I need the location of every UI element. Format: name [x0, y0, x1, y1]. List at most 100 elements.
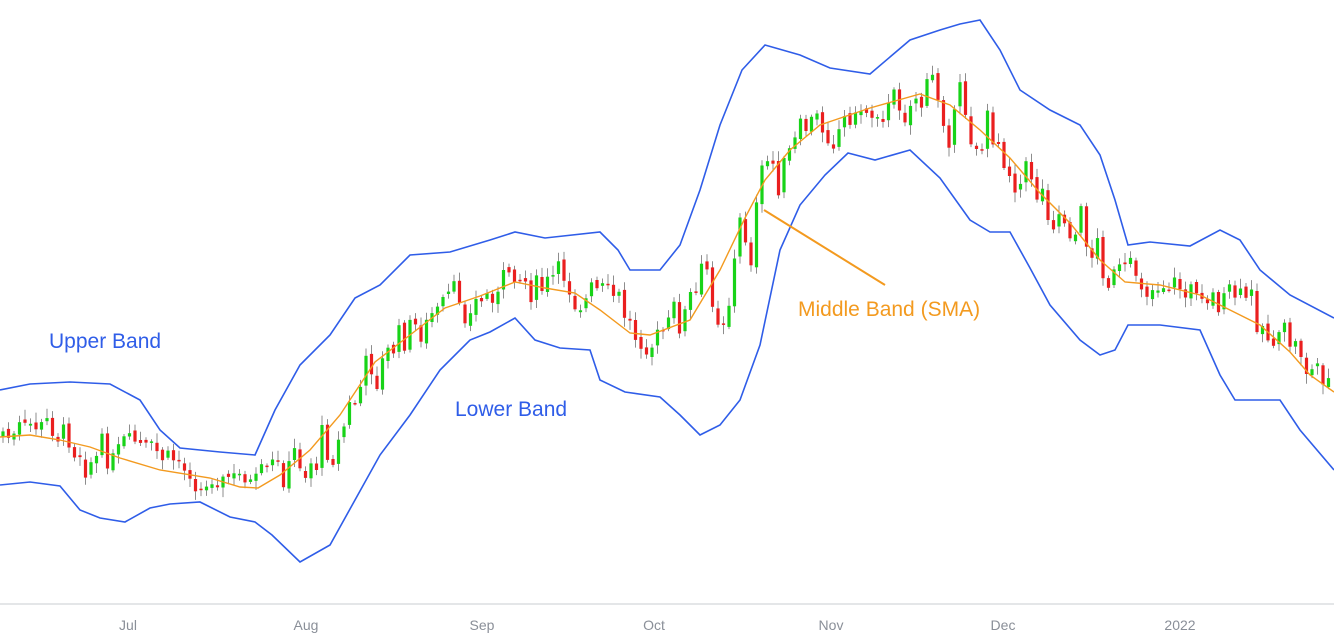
candle-body-bull	[545, 276, 550, 292]
x-tick-label-sep: Sep	[470, 617, 495, 633]
candle-body-bull	[688, 292, 693, 310]
candle-body-bear	[331, 459, 335, 465]
candle-body-bull	[232, 473, 236, 479]
candle-body-bull	[683, 309, 687, 332]
candle-body-bull	[94, 455, 99, 464]
candle-body-bull	[815, 113, 819, 120]
candle-body-bear	[243, 474, 247, 483]
candle-body-bull	[111, 453, 115, 471]
candle-body-bull	[754, 202, 759, 268]
candle-body-bear	[34, 422, 38, 430]
candle-body-bear	[639, 337, 643, 349]
candle-body-bull	[397, 325, 401, 352]
candle-body-bull	[441, 297, 445, 307]
candle-body-bull	[842, 116, 847, 128]
candle-body-bear	[1106, 278, 1111, 288]
candle-body-bear	[820, 112, 825, 133]
candle-body-bear	[1183, 289, 1188, 298]
candle-body-bull	[952, 109, 957, 145]
candle-body-bull	[468, 313, 473, 326]
candle-body-bear	[1205, 299, 1210, 304]
candle-body-bull	[358, 386, 363, 404]
candle-body-bull	[1293, 341, 1298, 347]
candle-body-bull	[45, 418, 49, 422]
candle-body-bear	[1013, 173, 1017, 193]
middle-band-line	[0, 93, 1334, 489]
candle-body-bear	[1002, 141, 1006, 168]
candle-body-bear	[303, 471, 308, 478]
candle-body-bear	[881, 119, 885, 122]
candle-body-bull	[672, 301, 676, 319]
candle-body-bull	[380, 358, 385, 390]
candle-body-bull	[809, 116, 814, 132]
candle-body-bull	[1150, 290, 1155, 300]
upper-band-line	[0, 19, 1334, 456]
candle-body-bull	[925, 79, 929, 106]
candle-body-bull	[1189, 284, 1193, 299]
candle-body-bear	[644, 347, 649, 355]
candle-body-bear	[78, 455, 82, 458]
candle-body-bull	[1315, 363, 1320, 367]
candle-body-bear	[941, 100, 946, 126]
candle-body-bear	[50, 417, 55, 436]
candle-body-bull	[534, 275, 539, 300]
candle-body-bull	[386, 347, 390, 361]
candle-body-bull	[424, 319, 429, 344]
candle-body-bear	[353, 403, 357, 405]
candle-body-bull	[958, 82, 962, 107]
candle-body-bear	[67, 423, 71, 448]
candle-body-bull	[1282, 322, 1287, 333]
candle-body-bear	[848, 113, 852, 125]
candle-body-bull	[589, 282, 594, 297]
candle-body-bull	[122, 436, 126, 447]
candle-body-bear	[1051, 220, 1056, 230]
upper-band-label: Upper Band	[49, 330, 161, 353]
candle-body-bear	[776, 161, 781, 196]
candle-body-bear	[1090, 248, 1094, 258]
lower-band-line	[0, 149, 1334, 563]
candle-body-bear	[622, 289, 627, 318]
candle-body-bull	[259, 464, 264, 474]
x-tick-label-oct: Oct	[643, 617, 665, 633]
candle-body-bull	[452, 281, 456, 292]
candle-body-bear	[1255, 291, 1259, 333]
candle-body-bear	[144, 439, 148, 443]
candle-body-bear	[138, 440, 143, 443]
candle-body-bear	[507, 267, 511, 273]
candle-body-bull	[732, 258, 737, 307]
candle-body-bear	[633, 320, 638, 340]
candle-body-bull	[270, 459, 275, 466]
candle-body-bull	[650, 347, 654, 357]
candle-body-bear	[265, 465, 269, 468]
candle-body-bull	[287, 461, 291, 489]
candle-body-bear	[1046, 190, 1050, 220]
candle-body-bull	[1156, 290, 1160, 293]
candle-body-bear	[72, 447, 77, 458]
candle-body-bull	[347, 402, 352, 425]
candle-body-bear	[1244, 286, 1248, 298]
candle-body-bull	[1073, 234, 1078, 242]
candle-body-bear	[1321, 365, 1325, 385]
candle-body-bull	[149, 441, 154, 443]
candle-body-bull	[914, 98, 918, 104]
candle-body-bear	[457, 280, 462, 303]
candle-body-bull	[908, 105, 913, 126]
candle-body-bear	[325, 424, 330, 460]
candle-body-bull	[17, 422, 22, 435]
candle-body-bull	[1024, 161, 1028, 183]
candle-body-bull	[342, 426, 346, 438]
candle-body-bear	[919, 96, 924, 108]
candle-body-bull	[1249, 289, 1254, 296]
candle-body-bull	[1112, 269, 1116, 286]
candle-body-bull	[551, 275, 555, 277]
candle-body-bear	[105, 433, 110, 469]
candle-body-bull	[655, 329, 660, 346]
candle-body-bull	[853, 112, 858, 125]
candle-body-bull	[787, 148, 792, 161]
candle-body-bear	[1123, 262, 1127, 265]
candle-body-bear	[1194, 282, 1199, 294]
candle-body-bear	[413, 318, 418, 325]
candle-body-bear	[1304, 357, 1309, 374]
candle-body-bear	[193, 479, 198, 492]
